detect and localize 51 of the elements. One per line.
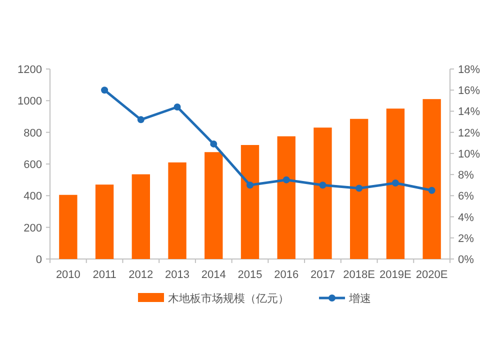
y2-tick-label: 8% (458, 170, 474, 182)
y2-tick-label: 0% (458, 254, 474, 266)
y2-tick-label: 10% (458, 148, 480, 160)
point (319, 182, 326, 189)
y2-tick-label: 14% (458, 106, 480, 118)
bar (277, 136, 296, 259)
x-tick-label: 2015 (238, 269, 262, 281)
point (174, 104, 181, 110)
y-tick-label: 0 (36, 254, 42, 266)
bar (350, 118, 368, 259)
y2-tick-label: 2% (458, 232, 474, 245)
y2-tick-label: 6% (458, 190, 474, 203)
legend-label: 增速 (348, 292, 371, 305)
x-tick-label: 2011 (92, 269, 116, 281)
y2-tick-label: 16% (458, 85, 480, 98)
point (282, 176, 290, 184)
bar (204, 152, 223, 259)
point (356, 184, 363, 192)
legend-label: 木地板市场规模（亿元） (168, 292, 289, 305)
bar (59, 194, 78, 259)
x-tick-label: 2020E (416, 269, 448, 281)
point (210, 140, 218, 148)
y2-tick-label: 12% (458, 127, 480, 140)
x-tick-label: 2010 (56, 269, 80, 281)
point (101, 86, 108, 94)
bar (132, 174, 150, 259)
x-tick-label: 2014 (201, 269, 226, 281)
x-tick-label: 2017 (310, 269, 335, 281)
point (246, 182, 254, 189)
y-tick-label: 1000 (18, 96, 42, 108)
y-tick-label: 600 (24, 159, 42, 171)
bar (95, 184, 114, 259)
x-tick-label: 2018E (343, 269, 375, 281)
bar (168, 162, 186, 259)
point (392, 180, 399, 186)
x-tick-label: 2012 (128, 269, 154, 281)
bar (240, 145, 260, 259)
y-tick-label: 800 (24, 127, 42, 140)
y2-tick-label: 4% (458, 212, 474, 224)
x-tick-label: 2016 (274, 269, 299, 281)
y-tick-label: 1200 (18, 64, 42, 76)
bar (314, 128, 332, 259)
y-tick-label: 400 (24, 190, 42, 203)
x-tick-label: 2019E (380, 269, 412, 281)
point (137, 116, 144, 124)
point (428, 186, 436, 194)
bar (422, 99, 441, 259)
bar (386, 108, 405, 259)
y2-tick-label: 18% (458, 64, 480, 76)
x-tick-label: 2013 (165, 269, 190, 281)
y-tick-label: 200 (24, 222, 42, 234)
